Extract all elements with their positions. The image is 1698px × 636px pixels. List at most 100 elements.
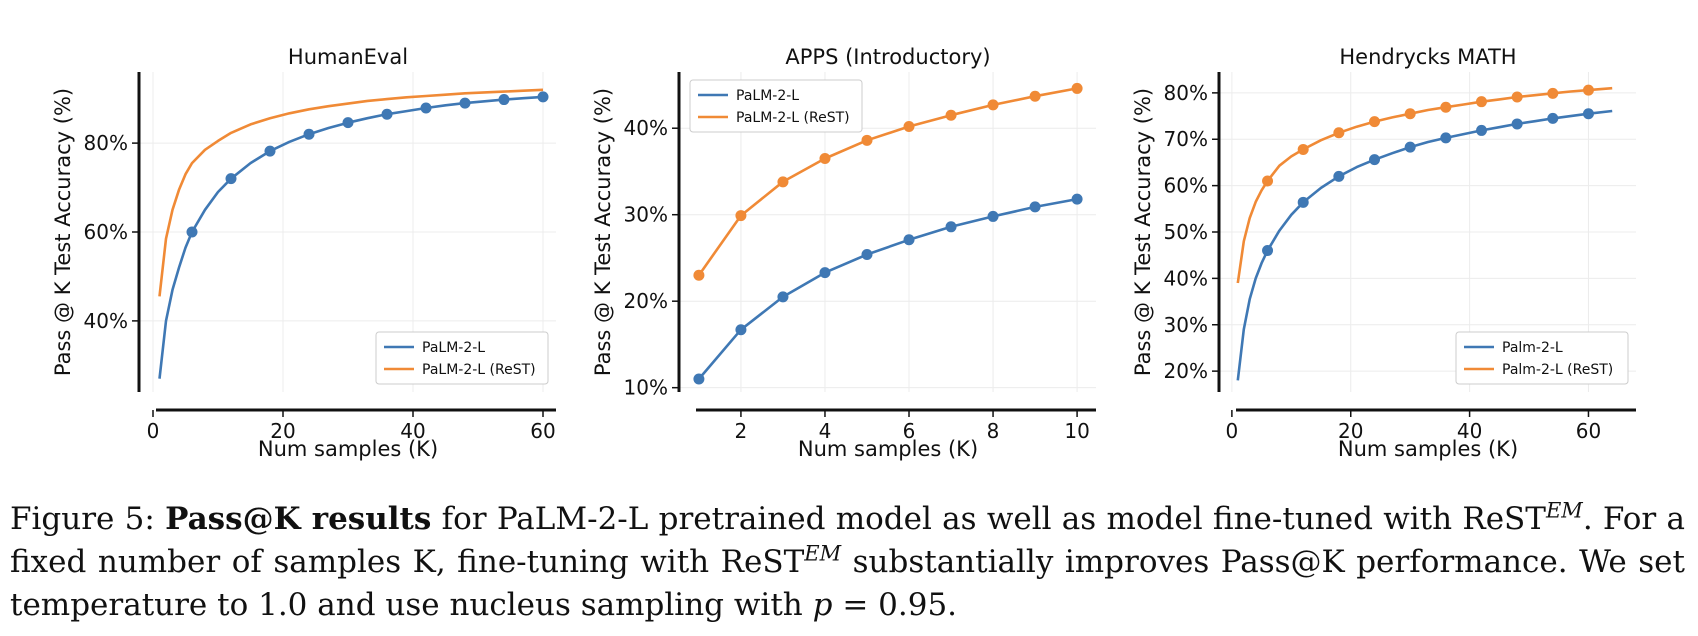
y-tick-label: 20% bbox=[624, 289, 668, 313]
y-tick-label: 40% bbox=[84, 309, 128, 333]
data-point bbox=[381, 108, 393, 120]
y-tick-label: 20% bbox=[1164, 359, 1208, 383]
data-point bbox=[693, 269, 705, 281]
caption-italic-p: p bbox=[812, 587, 833, 623]
data-point bbox=[903, 234, 915, 246]
legend-label: Palm-2-L bbox=[1502, 340, 1563, 356]
x-tick-label: 0 bbox=[1226, 419, 1239, 443]
data-point bbox=[861, 248, 873, 260]
data-point bbox=[1475, 96, 1487, 108]
data-point bbox=[537, 91, 549, 103]
legend-box bbox=[1455, 331, 1629, 385]
data-point bbox=[987, 210, 999, 222]
x-tick-label: 60 bbox=[530, 419, 555, 443]
y-tick-label: 80% bbox=[84, 131, 128, 155]
x-tick-label: 60 bbox=[1576, 419, 1601, 443]
y-tick-label: 40% bbox=[624, 116, 668, 140]
x-tick-label: 20 bbox=[270, 419, 295, 443]
data-point bbox=[1071, 82, 1083, 94]
y-tick-label: 60% bbox=[1164, 174, 1208, 198]
x-axis-label: Num samples (K) bbox=[1338, 437, 1518, 461]
caption-text-1: for PaLM-2-L pretrained model as well as… bbox=[431, 501, 1546, 537]
caption-sup-2: EM bbox=[804, 541, 842, 566]
figure-caption: Figure 5: Pass@K results for PaLM-2-L pr… bbox=[10, 498, 1685, 627]
data-point bbox=[1262, 245, 1274, 257]
data-point bbox=[1440, 132, 1452, 144]
y-tick-label: 80% bbox=[1164, 81, 1208, 105]
x-tick-label: 4 bbox=[819, 419, 832, 443]
data-point bbox=[1404, 141, 1416, 153]
caption-bold: Pass@K results bbox=[165, 501, 432, 537]
y-tick-label: 10% bbox=[624, 376, 668, 400]
data-point bbox=[945, 109, 957, 121]
data-point bbox=[1297, 196, 1309, 208]
data-point bbox=[777, 176, 789, 188]
series-line bbox=[158, 88, 544, 297]
legend-label: PaLM-2-L bbox=[736, 88, 799, 104]
data-point bbox=[420, 102, 432, 114]
data-point bbox=[498, 94, 510, 106]
y-tick-label: 30% bbox=[624, 203, 668, 227]
data-point bbox=[1297, 143, 1309, 155]
data-point bbox=[861, 134, 873, 146]
caption-prefix: Figure 5: bbox=[10, 501, 166, 537]
y-tick-label: 60% bbox=[84, 220, 128, 244]
chart-apps: 10% 20% 30% 40% 2 4 6 8 10 APPS (Introductory) Num… bbox=[591, 45, 1096, 461]
data-point bbox=[1404, 108, 1416, 120]
data-point bbox=[819, 152, 831, 164]
caption-text-2: . For a fixed number of samples K, fine-… bbox=[10, 501, 1685, 580]
y-tick-label: 30% bbox=[1164, 313, 1208, 337]
legend-box bbox=[375, 331, 549, 385]
legend-label: PaLM-2-L (ReST) bbox=[736, 110, 850, 126]
y-tick-label: 70% bbox=[1164, 127, 1208, 151]
y-axis-label: Pass @ K Test Accuracy (%) bbox=[51, 88, 75, 376]
x-tick-label: 40 bbox=[400, 419, 425, 443]
data-point bbox=[735, 210, 747, 222]
data-point bbox=[1582, 84, 1594, 96]
data-point bbox=[903, 120, 915, 132]
data-point bbox=[1333, 170, 1345, 182]
y-tick-label: 50% bbox=[1164, 220, 1208, 244]
legend-label: PaLM-2-L (ReST) bbox=[422, 362, 536, 378]
data-point bbox=[225, 173, 237, 185]
data-point bbox=[303, 128, 315, 140]
data-point bbox=[1511, 118, 1523, 130]
data-point bbox=[1369, 154, 1381, 166]
legend-label: Palm-2-L (ReST) bbox=[1502, 362, 1613, 378]
x-tick-label: 8 bbox=[987, 419, 1000, 443]
data-point bbox=[1369, 116, 1381, 128]
caption-text-4: = 0.95. bbox=[832, 587, 958, 623]
legend-label: PaLM-2-L bbox=[422, 340, 485, 356]
data-point bbox=[735, 324, 747, 336]
data-point bbox=[819, 267, 831, 279]
data-point bbox=[264, 145, 276, 157]
x-tick-label: 40 bbox=[1457, 419, 1482, 443]
data-point bbox=[1582, 108, 1594, 120]
data-point bbox=[342, 117, 354, 129]
data-point bbox=[1029, 201, 1041, 213]
chart-title: Hendrycks MATH bbox=[1339, 45, 1516, 69]
data-point bbox=[1333, 127, 1345, 139]
chart-title: HumanEval bbox=[288, 45, 408, 69]
data-point bbox=[186, 226, 198, 238]
data-point bbox=[945, 221, 957, 233]
data-point bbox=[1262, 175, 1274, 187]
chart-humaneval: 40% 60% 80% 0 20 40 60 HumanEval Num samples (K)… bbox=[51, 45, 556, 461]
data-point bbox=[1071, 193, 1083, 205]
x-tick-label: 0 bbox=[147, 419, 160, 443]
data-point bbox=[693, 373, 705, 385]
series-line bbox=[1236, 109, 1613, 381]
y-axis-label: Pass @ K Test Accuracy (%) bbox=[1131, 88, 1155, 376]
series-line bbox=[697, 197, 1078, 380]
legend-box bbox=[689, 79, 863, 133]
data-point bbox=[987, 99, 999, 111]
chart-math: 20% 30% 40% 50% 60% 70% 80% 0 20 40 60 Hendrycks MA… bbox=[1131, 45, 1636, 461]
x-tick-label: 2 bbox=[735, 419, 748, 443]
data-point bbox=[459, 97, 471, 109]
chart-title: APPS (Introductory) bbox=[785, 45, 990, 69]
series-line bbox=[1236, 86, 1613, 284]
data-point bbox=[1547, 87, 1559, 99]
x-axis-label: Num samples (K) bbox=[258, 437, 438, 461]
caption-sup-1: EM bbox=[1545, 498, 1583, 523]
